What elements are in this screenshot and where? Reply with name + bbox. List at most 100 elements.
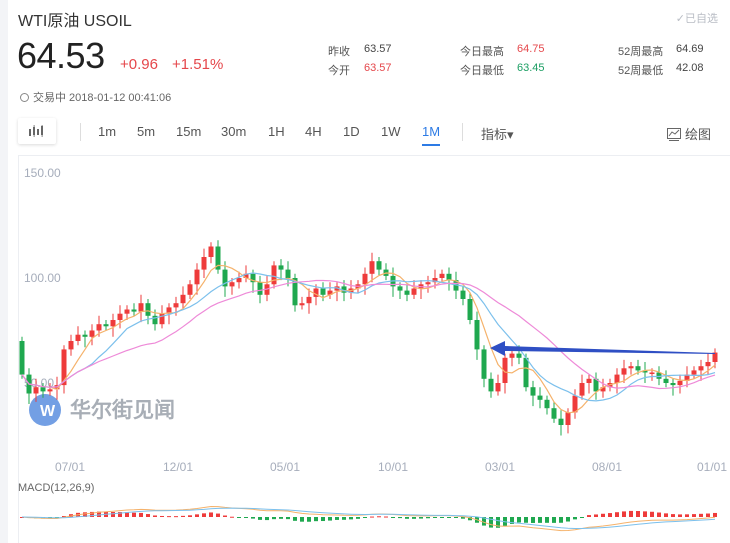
candle <box>628 362 634 375</box>
interval-tab-5m[interactable]: 5m <box>137 124 156 139</box>
candle-body <box>306 296 312 304</box>
candle <box>194 263 200 295</box>
macd-histogram-bar <box>356 517 360 519</box>
watermark-logo-letter: W <box>40 403 56 420</box>
macd-histogram-bar <box>587 515 591 517</box>
clock-icon <box>20 93 29 102</box>
macd-histogram-bar <box>531 517 535 523</box>
candle <box>600 378 606 398</box>
candle <box>236 271 242 289</box>
open-value: 63.57 <box>364 62 392 74</box>
toolbar-divider <box>80 123 81 141</box>
macd-histogram-bar <box>496 517 500 528</box>
macd-histogram-bar <box>265 517 269 521</box>
candle-body <box>159 313 165 325</box>
macd-histogram-bar <box>174 516 178 518</box>
candle-body <box>89 330 95 337</box>
candle-body <box>215 246 221 270</box>
indicators-dropdown[interactable]: 指标▾ <box>481 127 514 142</box>
week52-low-value: 42.08 <box>676 62 704 74</box>
macd-histogram-bar <box>244 517 248 518</box>
macd-histogram-bar <box>664 513 668 517</box>
candle <box>656 366 662 386</box>
macd-histogram-bar <box>615 512 619 517</box>
chart-type-button[interactable] <box>18 118 56 144</box>
macd-histogram-bar <box>90 511 94 517</box>
candle <box>26 368 32 404</box>
candle-body <box>474 320 480 350</box>
candle-body <box>229 282 235 287</box>
macd-histogram-bar <box>601 513 605 517</box>
candle <box>474 311 480 360</box>
candle-body <box>621 368 627 375</box>
candle <box>145 299 151 325</box>
interval-tab-1m[interactable]: 1m <box>98 124 117 139</box>
week52-low-label: 52周最低 <box>618 65 664 77</box>
candle-body <box>19 341 25 375</box>
candle-body <box>40 387 46 392</box>
candle-body <box>439 273 445 278</box>
candle <box>530 380 536 407</box>
macd-histogram-bar <box>699 513 703 517</box>
favorite-toggle[interactable]: ✓已自选 <box>676 10 718 26</box>
draw-button[interactable]: 绘图 <box>667 124 711 143</box>
candle-body <box>509 353 515 358</box>
candle-body <box>208 246 214 257</box>
candle <box>502 353 508 394</box>
watermark-logo: W 华尔街见闻 <box>29 394 175 426</box>
candle <box>201 248 207 278</box>
interval-tab-4H[interactable]: 4H <box>305 124 322 139</box>
candle-body <box>131 309 137 312</box>
macd-histogram-bar <box>321 517 325 522</box>
candle-body <box>61 349 67 386</box>
candle <box>383 263 389 281</box>
macd-histogram-bar <box>209 512 213 517</box>
candle-body <box>593 378 599 392</box>
candle <box>19 336 25 379</box>
instrument-title: WTI原油 USOIL <box>18 13 132 30</box>
candle-body <box>243 273 249 278</box>
candle-body <box>404 290 410 295</box>
macd-histogram-bar <box>524 517 528 523</box>
price-change: +0.96 <box>120 56 158 73</box>
candle <box>418 280 424 299</box>
macd-histogram-bar <box>132 512 136 517</box>
macd-histogram-bar <box>307 517 311 522</box>
candle <box>369 252 375 283</box>
macd-histogram-bar <box>391 517 395 518</box>
interval-tab-1H[interactable]: 1H <box>268 124 285 139</box>
candle <box>467 292 473 325</box>
candle-body <box>341 286 347 293</box>
interval-tab-1D[interactable]: 1D <box>343 124 360 139</box>
x-tick-label: 07/01 <box>55 460 85 474</box>
interval-tab-1W[interactable]: 1W <box>381 124 401 139</box>
macd-histogram-bar <box>447 517 451 518</box>
macd-histogram-bar <box>118 512 122 517</box>
trading-status: 交易中 2018-01-12 00:41:06 <box>20 89 171 105</box>
candle-body <box>495 383 501 392</box>
candle-body <box>628 366 634 369</box>
candle-body <box>537 395 543 400</box>
macd-histogram-bar <box>314 517 318 522</box>
candle <box>61 345 67 394</box>
macd-histogram-bar <box>125 512 129 517</box>
x-tick-label: 01/01 <box>697 460 727 474</box>
candle <box>495 374 501 396</box>
watermark-logo-icon <box>29 394 61 426</box>
candle-body <box>446 273 452 281</box>
macd-histogram-bar <box>195 514 199 517</box>
interval-tab-1M[interactable]: 1M <box>422 124 441 146</box>
interval-tab-30m[interactable]: 30m <box>221 124 247 139</box>
draw-label: 绘图 <box>685 127 712 142</box>
candle-body <box>642 370 648 373</box>
macd-histogram-bar <box>153 515 157 517</box>
candle-body <box>460 290 466 299</box>
macd-histogram-bar <box>181 515 185 517</box>
candle-body <box>600 387 606 392</box>
macd-histogram-bar <box>300 517 304 522</box>
interval-tab-15m[interactable]: 15m <box>176 124 202 139</box>
macd-histogram-bar <box>510 517 514 524</box>
candle <box>677 374 683 394</box>
macd-histogram-bar <box>671 514 675 517</box>
